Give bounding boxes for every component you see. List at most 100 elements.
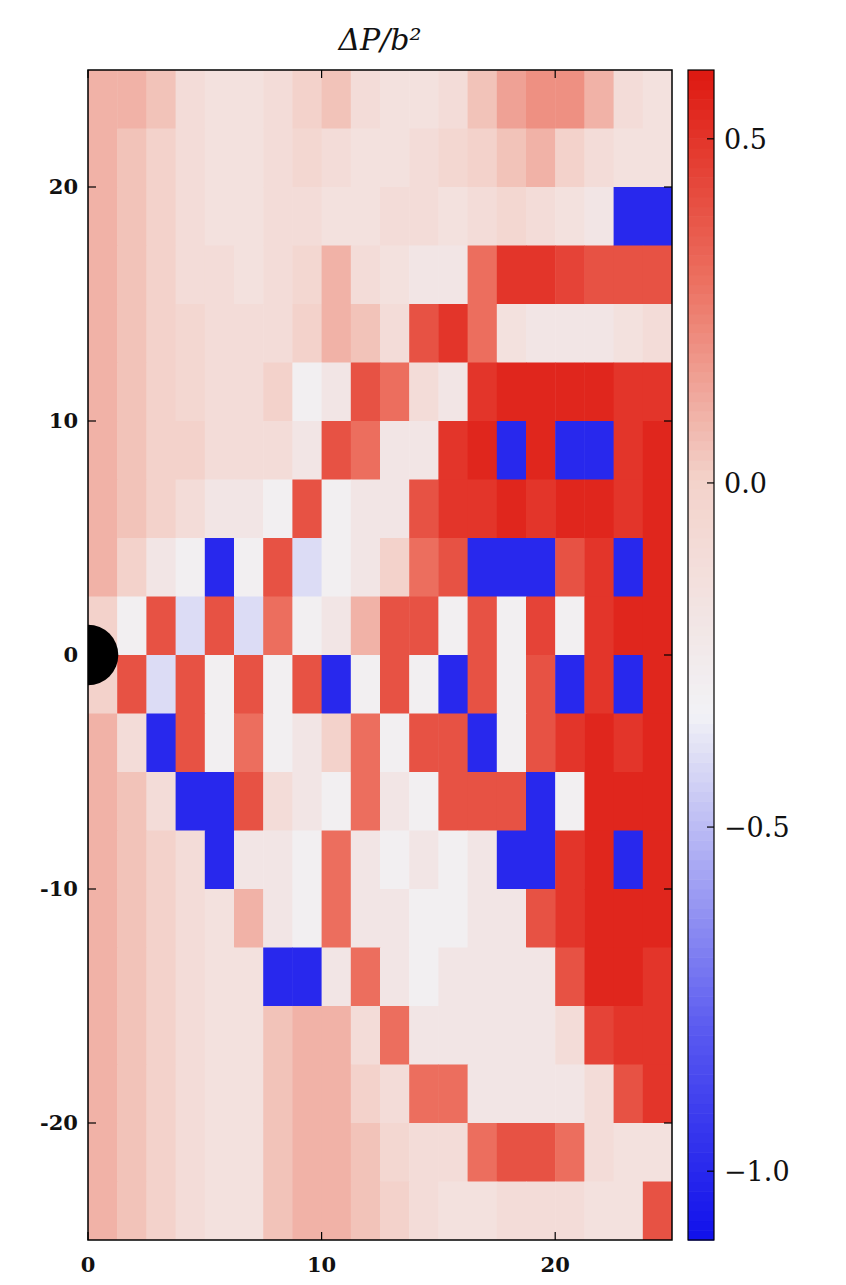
colorbar-strip: [688, 499, 714, 509]
cell: [555, 1182, 585, 1241]
x-tick: [555, 70, 556, 78]
cell: [322, 597, 352, 656]
cell: [205, 363, 235, 422]
cell: [176, 889, 206, 948]
cell: [468, 129, 498, 188]
cell: [146, 772, 176, 831]
y-tick-label: 10: [49, 408, 78, 433]
cell: [117, 129, 147, 188]
cell: [117, 1006, 147, 1065]
colorbar-strip: [688, 226, 714, 236]
colorbar-strip: [688, 80, 714, 90]
frame: [88, 70, 672, 1240]
cell: [146, 421, 176, 480]
cell: [555, 129, 585, 188]
cell: [497, 246, 527, 305]
cell: [146, 480, 176, 539]
cell: [322, 655, 352, 714]
cell: [205, 421, 235, 480]
cell: [614, 597, 644, 656]
cell: [176, 129, 206, 188]
cell: [88, 1006, 118, 1065]
cell: [263, 480, 293, 539]
cell: [468, 363, 498, 422]
cell: [614, 831, 644, 890]
cell: [380, 421, 410, 480]
colorbar-tick: [707, 138, 714, 139]
cell: [146, 363, 176, 422]
cell: [409, 655, 439, 714]
cell: [438, 363, 468, 422]
cell: [438, 421, 468, 480]
cell: [555, 363, 585, 422]
colorbar-tick: [707, 1171, 714, 1172]
cell: [555, 655, 585, 714]
cell: [438, 1123, 468, 1182]
cell: [176, 304, 206, 363]
colorbar-strip: [688, 831, 714, 841]
cell: [205, 1123, 235, 1182]
cell: [205, 714, 235, 773]
colorbar-strip: [688, 1074, 714, 1084]
cell: [643, 538, 672, 597]
colorbar-strip: [688, 168, 714, 178]
cell: [526, 1006, 556, 1065]
cell: [351, 304, 381, 363]
colorbar-strip: [688, 928, 714, 938]
cell: [351, 129, 381, 188]
cell: [117, 714, 147, 773]
cell: [205, 187, 235, 246]
cell: [409, 480, 439, 539]
colorbar-strip: [688, 889, 714, 899]
cell: [497, 714, 527, 773]
colorbar-strip: [688, 470, 714, 480]
cell: [497, 655, 527, 714]
colorbar-strip: [688, 606, 714, 616]
cell: [117, 246, 147, 305]
cell: [88, 889, 118, 948]
colorbar-strip: [688, 353, 714, 363]
cell: [292, 831, 322, 890]
cell: [614, 1123, 644, 1182]
cell: [555, 948, 585, 1007]
cell: [468, 1065, 498, 1124]
cell: [351, 187, 381, 246]
cell: [468, 1006, 498, 1065]
cell: [526, 538, 556, 597]
cell: [351, 1065, 381, 1124]
cell: [234, 480, 264, 539]
cell: [584, 655, 614, 714]
colorbar-strip: [688, 363, 714, 373]
cell: [380, 889, 410, 948]
cell: [322, 889, 352, 948]
cell: [643, 948, 672, 1007]
cell: [643, 772, 672, 831]
cell: [205, 831, 235, 890]
cell: [292, 1006, 322, 1065]
cell: [409, 831, 439, 890]
cell: [409, 1006, 439, 1065]
cell: [468, 187, 498, 246]
colorbar-strip: [688, 90, 714, 100]
cell: [322, 1065, 352, 1124]
cell: [380, 1182, 410, 1241]
cell: [234, 1006, 264, 1065]
cell: [438, 655, 468, 714]
cell: [380, 246, 410, 305]
cell: [614, 480, 644, 539]
cell: [409, 129, 439, 188]
cell: [234, 889, 264, 948]
cell: [205, 70, 235, 129]
cell: [322, 948, 352, 1007]
colorbar-tick: [707, 826, 714, 827]
cell: [263, 948, 293, 1007]
cell: [380, 772, 410, 831]
colorbar-strip: [688, 645, 714, 655]
cell: [643, 597, 672, 656]
cell: [584, 70, 614, 129]
cell: [438, 772, 468, 831]
cell: [584, 714, 614, 773]
cell: [117, 889, 147, 948]
cell: [468, 538, 498, 597]
cell: [117, 655, 147, 714]
